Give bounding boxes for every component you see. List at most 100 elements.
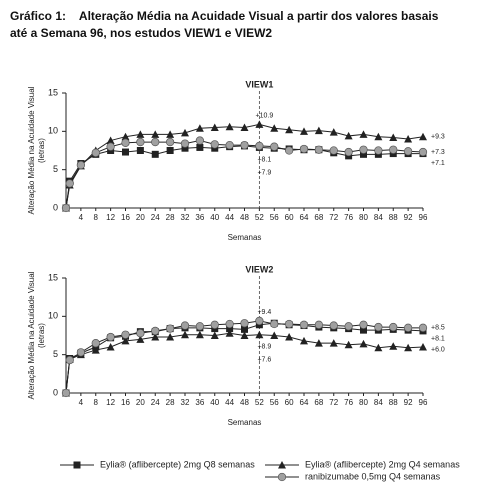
data-point (91, 339, 100, 348)
data-point (225, 140, 234, 150)
page-title: Gráfico 1: Alteração Média na Acuidade V… (10, 9, 439, 40)
data-point (418, 147, 428, 157)
data-point (122, 148, 129, 156)
data-point (403, 323, 413, 332)
value-label: +7.9 (257, 169, 271, 176)
data-point (314, 145, 324, 154)
series-line (65, 332, 424, 394)
x-tick-label: 52 (255, 213, 264, 222)
x-tick-label: 28 (166, 213, 175, 222)
data-point (181, 128, 189, 137)
data-point (374, 322, 383, 332)
data-point (166, 333, 175, 341)
value-label: +8.1 (431, 336, 445, 343)
data-point (61, 203, 71, 213)
data-point (180, 321, 190, 330)
x-tick-label: 40 (210, 398, 219, 407)
data-point (136, 147, 144, 154)
data-point (121, 336, 130, 345)
data-point (285, 125, 294, 134)
value-label: +8.5 (431, 325, 445, 332)
x-tick-label: 24 (151, 213, 160, 222)
x-tick-label: 48 (240, 398, 249, 407)
y-tick-label: 0 (53, 387, 58, 397)
y-axis-label: Alteração Média na Acuidade Visual (27, 271, 36, 399)
x-tick-label: 72 (329, 213, 338, 222)
data-point (419, 343, 427, 351)
data-point (121, 132, 130, 141)
x-tick-label: 36 (195, 398, 204, 407)
data-point (389, 133, 398, 141)
data-point (284, 146, 294, 155)
x-tick-label: 56 (270, 398, 279, 407)
x-axis-label: Semanas (228, 233, 262, 242)
data-point (225, 122, 234, 131)
data-point (196, 143, 204, 151)
data-point (255, 330, 264, 339)
data-point (389, 342, 398, 350)
x-tick-label: 88 (389, 213, 398, 222)
data-point (121, 330, 130, 339)
data-point (299, 144, 309, 154)
data-point (374, 146, 383, 155)
data-point (151, 333, 160, 341)
data-point (151, 137, 160, 147)
data-point (359, 320, 368, 329)
data-point (344, 322, 353, 331)
data-point (226, 325, 234, 333)
data-point (241, 325, 248, 333)
data-point (255, 316, 264, 326)
x-tick-label: 4 (79, 213, 84, 222)
data-point (65, 355, 74, 365)
data-point (374, 132, 383, 141)
data-point (106, 343, 115, 351)
data-point (210, 140, 219, 149)
data-point (76, 160, 86, 170)
y-tick-label: 10 (48, 311, 58, 321)
data-point (270, 124, 279, 132)
x-tick-label: 84 (374, 398, 383, 407)
legend-marker (278, 461, 286, 469)
data-point (359, 145, 368, 154)
x-tick-label: 92 (404, 398, 413, 407)
x-tick-label: 36 (195, 213, 204, 222)
x-tick-label: 84 (374, 213, 383, 222)
data-point (240, 123, 249, 131)
legend-label: ranibizumabe 0,5mg Q4 semanas (305, 471, 441, 481)
y-axis-label: (letras) (37, 138, 46, 163)
series-line (65, 145, 423, 209)
data-point (210, 331, 219, 339)
value-label: +9.3 (431, 134, 445, 141)
data-point (389, 322, 398, 332)
data-point (91, 346, 100, 354)
value-label: +8.1 (257, 156, 271, 163)
x-tick-label: 16 (121, 398, 130, 407)
data-point (195, 330, 204, 339)
data-point (404, 343, 413, 352)
x-tick-label: 20 (136, 398, 145, 407)
legend-label: Eylia® (aflibercepte) 2mg Q4 semanas (305, 459, 460, 469)
x-tick-label: 68 (314, 398, 323, 407)
data-point (65, 179, 74, 188)
x-tick-label: 8 (94, 213, 99, 222)
legend-marker (277, 472, 287, 482)
data-point (299, 320, 309, 329)
data-point (300, 127, 308, 135)
data-point (329, 146, 338, 155)
data-point (165, 137, 175, 147)
data-point (344, 340, 353, 349)
data-point (359, 130, 368, 138)
data-point (359, 339, 368, 348)
x-tick-label: 48 (240, 213, 249, 222)
data-point (314, 320, 324, 329)
y-axis-label: Alteração Média na Acuidade Visual (27, 86, 36, 214)
data-point (195, 124, 204, 132)
y-tick-label: 5 (53, 349, 58, 359)
data-point (389, 145, 398, 154)
data-point (180, 139, 190, 148)
y-tick-label: 15 (48, 87, 58, 97)
x-tick-label: 96 (419, 213, 428, 222)
data-point (181, 144, 189, 152)
data-point (151, 150, 159, 158)
